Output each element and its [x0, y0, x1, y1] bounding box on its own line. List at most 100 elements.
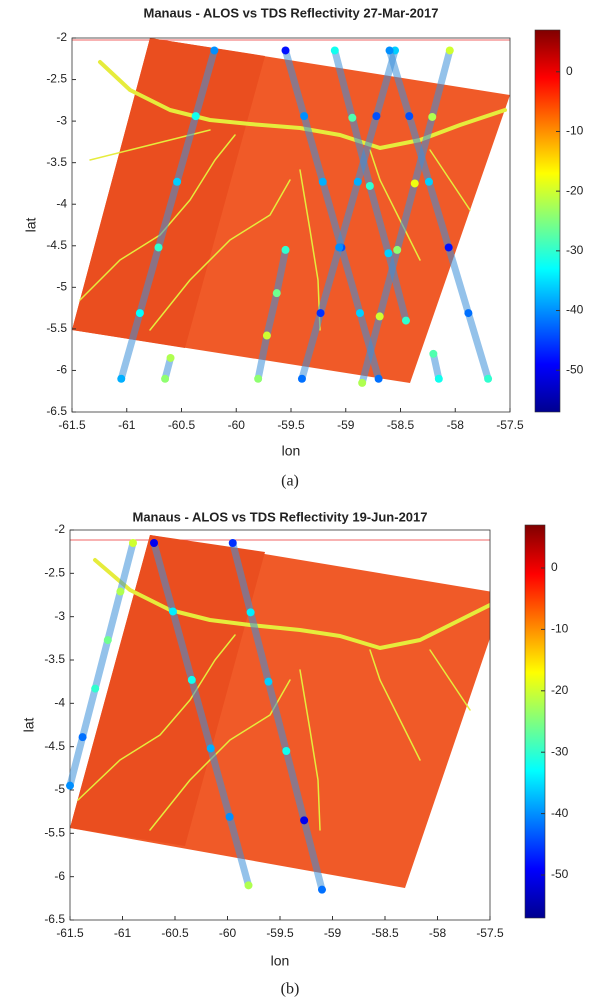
track: [229, 539, 326, 894]
y-axis-label: lat: [23, 218, 39, 233]
colorbar-tick-label: 0: [566, 64, 573, 78]
x-tick-label: -57.5: [476, 926, 504, 940]
x-tick-label: -59.5: [266, 926, 294, 940]
colorbar-tick-label: -20: [566, 183, 584, 197]
y-tick-label: -2: [54, 522, 65, 536]
track: [254, 246, 290, 383]
x-tick-label: -58: [447, 418, 465, 432]
track-point: [272, 289, 281, 298]
track-point: [385, 46, 394, 55]
track: [150, 539, 252, 889]
track: [298, 46, 399, 383]
track-point: [353, 177, 362, 186]
track-point: [297, 374, 306, 383]
y-tick-label: -3: [56, 113, 67, 127]
track-point: [117, 374, 126, 383]
track-point: [210, 46, 219, 55]
track-point: [316, 309, 325, 318]
x-tick-label: -60: [219, 926, 237, 940]
colorbar-tick-label: -50: [551, 867, 569, 881]
x-tick-label: -59: [324, 926, 342, 940]
track-point: [282, 747, 291, 755]
x-tick-label: -59: [337, 418, 355, 432]
x-tick-label: -59.5: [277, 418, 305, 432]
x-tick-label: -61: [118, 418, 136, 432]
track-point: [225, 812, 234, 821]
y-tick-label: -2.5: [46, 72, 67, 86]
y-tick-label: -5.5: [46, 321, 67, 335]
track-point: [484, 374, 493, 383]
sar-image: [70, 535, 490, 888]
track-point: [424, 177, 433, 186]
colorbar-tick-label: -20: [551, 683, 569, 697]
track-point: [393, 245, 402, 254]
track-point: [246, 608, 255, 617]
x-tick-label: -57.5: [496, 418, 524, 432]
caption: (b): [281, 981, 300, 998]
track-point: [318, 177, 327, 186]
track-point: [434, 374, 443, 383]
track-point: [281, 245, 290, 254]
track-point: [374, 374, 383, 383]
x-tick-label: -60: [228, 418, 246, 432]
track-point: [464, 309, 473, 318]
track-point: [166, 353, 175, 362]
track-point: [281, 46, 290, 55]
y-tick-label: -6: [56, 363, 67, 377]
track-point: [116, 587, 125, 596]
x-tick-label: -61.5: [56, 926, 84, 940]
y-axis-label: lat: [21, 718, 37, 733]
track-point: [300, 816, 309, 825]
y-tick-label: -4.5: [44, 739, 65, 753]
y-tick-label: -4.5: [46, 238, 67, 252]
colorbar: [524, 524, 546, 919]
track-point: [254, 374, 263, 383]
chart-title: Manaus - ALOS vs TDS Reflectivity 19-Jun…: [132, 509, 427, 524]
track-point: [358, 378, 367, 387]
y-tick-label: -2: [56, 30, 67, 44]
x-tick-label: -60.5: [168, 418, 196, 432]
track-point: [168, 607, 177, 616]
y-tick-label: -5: [54, 782, 65, 796]
track-point: [372, 112, 381, 121]
track-point: [66, 781, 74, 790]
track-point: [154, 243, 163, 252]
track-point: [264, 677, 273, 686]
colorbar-tick-label: 0: [551, 560, 558, 574]
y-tick-label: -3: [54, 609, 65, 623]
y-tick-label: -6.5: [44, 912, 65, 926]
track-point: [129, 539, 137, 547]
x-tick-label: -61: [114, 926, 132, 940]
track-point: [244, 881, 253, 890]
colorbar-tick-label: -10: [566, 124, 584, 138]
track-point: [330, 46, 339, 55]
track-point: [335, 243, 344, 252]
chart-title: Manaus - ALOS vs TDS Reflectivity 27-Mar…: [143, 5, 438, 20]
y-tick-label: -3.5: [44, 652, 65, 666]
y-tick-label: -2.5: [44, 566, 65, 580]
track-point: [187, 675, 196, 684]
colorbar-tick-label: -40: [566, 303, 584, 317]
track-point: [150, 539, 158, 547]
track-point: [173, 177, 182, 186]
track-point: [78, 733, 87, 742]
track: [429, 350, 443, 383]
track-point: [384, 249, 393, 258]
track-point: [206, 744, 215, 753]
track-point: [300, 112, 309, 121]
y-tick-label: -5: [56, 280, 67, 294]
track-point: [429, 349, 438, 358]
track-point: [191, 112, 200, 121]
track-point: [135, 309, 144, 318]
y-tick-label: -3.5: [46, 155, 67, 169]
x-tick-label: -60.5: [161, 926, 189, 940]
colorbar-tick-label: -40: [551, 806, 569, 820]
track-point: [445, 46, 454, 55]
colorbar-tick-label: -30: [551, 744, 569, 758]
track-point: [103, 636, 112, 645]
track-point: [401, 316, 410, 325]
track: [282, 46, 383, 383]
track-point: [262, 331, 271, 340]
colorbar: [534, 29, 561, 413]
